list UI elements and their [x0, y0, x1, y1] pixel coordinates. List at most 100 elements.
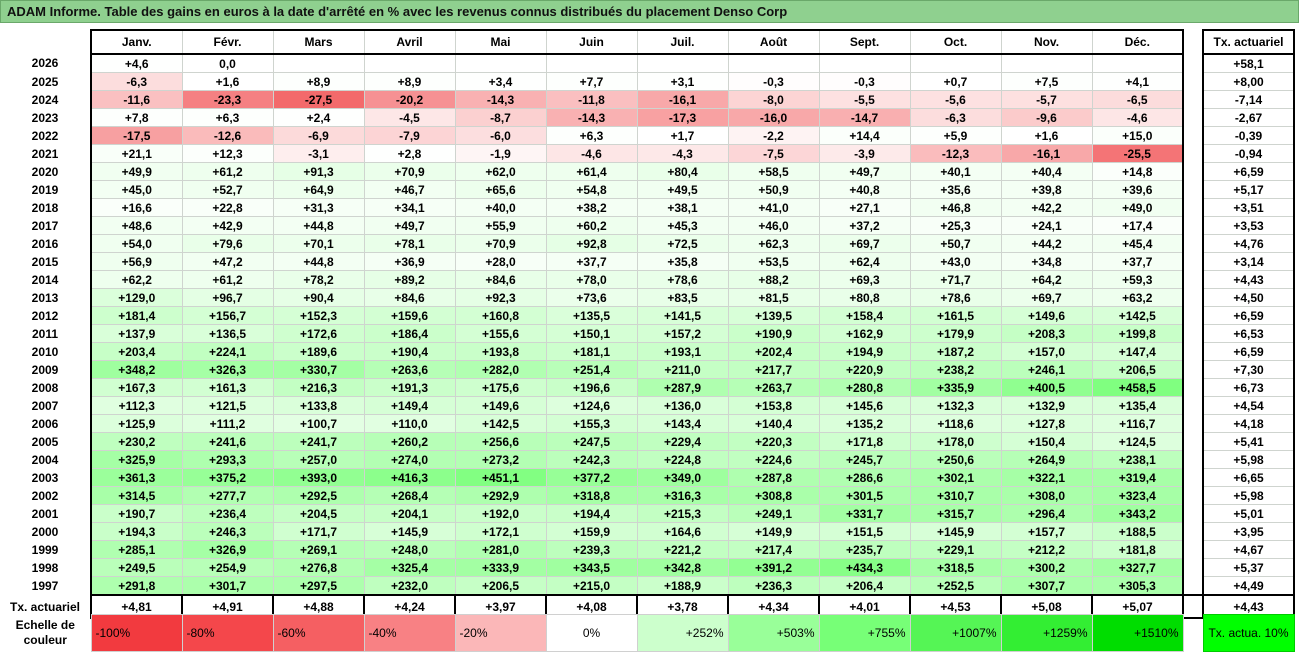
gain-cell: +325,4 [363, 558, 456, 577]
gain-cell: +3,4 [454, 72, 547, 91]
gain-cell: +137,9 [90, 324, 183, 343]
gain-cell: +139,5 [727, 306, 820, 325]
year-label: 2010 [0, 342, 92, 361]
gain-cell: +220,3 [727, 432, 820, 451]
gain-cell: +238,2 [909, 360, 1002, 379]
spacer [1183, 504, 1203, 523]
gain-cell: +40,8 [818, 180, 911, 199]
gain-cell: +264,9 [1000, 450, 1093, 469]
gain-cell: +277,7 [181, 486, 274, 505]
year-row: 2014 +62,2 +61,2 +78,2 +89,2 +84,6 +78,0 +78,6 +… [0, 270, 1295, 289]
gain-cell: +326,3 [181, 360, 274, 379]
gain-cell: +145,9 [363, 522, 456, 541]
gain-cell: +62,3 [727, 234, 820, 253]
gain-cell: +333,9 [454, 558, 547, 577]
gain-cell: +8,9 [272, 72, 365, 91]
gain-cell: +84,6 [454, 270, 547, 289]
gain-cell: -3,1 [272, 144, 365, 163]
actuarial-rate-cell: -0,39 [1202, 126, 1295, 145]
year-label: 2026 [0, 54, 92, 73]
spacer [1183, 468, 1203, 487]
spacer [1183, 450, 1203, 469]
gain-cell: +252,5 [909, 576, 1002, 596]
gain-cell: +37,2 [818, 216, 911, 235]
gain-cell: +293,3 [181, 450, 274, 469]
color-scale-step: -100% [90, 614, 183, 652]
gain-cell: +256,6 [454, 432, 547, 451]
gain-cell: +2,4 [272, 108, 365, 127]
actuarial-rate-cell: +6,59 [1202, 342, 1295, 361]
gain-cell: +41,0 [727, 198, 820, 217]
gain-cell: +88,2 [727, 270, 820, 289]
month-header: Févr. [181, 29, 273, 55]
gain-cell: +34,8 [1000, 252, 1093, 271]
gain-cell: +186,4 [363, 324, 456, 343]
year-row: 2012 +181,4 +156,7 +152,3 +159,6 +160,8 +135,5… [0, 306, 1295, 325]
gain-cell: +37,7 [545, 252, 638, 271]
gain-cell: +78,2 [272, 270, 365, 289]
gain-cell: +69,3 [818, 270, 911, 289]
gain-cell: +54,8 [545, 180, 638, 199]
year-label: 2008 [0, 378, 92, 397]
gain-cell: +250,6 [909, 450, 1002, 469]
gain-cell: -0,3 [727, 72, 820, 91]
gain-cell: +229,4 [636, 432, 729, 451]
gain-cell: +92,8 [545, 234, 638, 253]
spacer [1183, 270, 1203, 289]
gain-cell: +21,1 [90, 144, 183, 163]
gain-cell: +196,6 [545, 378, 638, 397]
spacer [1183, 288, 1203, 307]
gain-cell: +6,3 [545, 126, 638, 145]
gain-cell: +42,2 [1000, 198, 1093, 217]
gain-cell: +150,4 [1000, 432, 1093, 451]
gain-cell: +50,7 [909, 234, 1002, 253]
actuarial-rate-cell: +6,59 [1202, 306, 1295, 325]
actuarial-rate-cell: +4,76 [1202, 234, 1295, 253]
gain-cell: +44,2 [1000, 234, 1093, 253]
gain-cell: +308,8 [727, 486, 820, 505]
gain-cell: +39,6 [1091, 180, 1184, 199]
gain-cell: +43,0 [909, 252, 1002, 271]
spacer [1183, 54, 1203, 73]
gain-cell: +302,1 [909, 468, 1002, 487]
gain-cell: +224,6 [727, 450, 820, 469]
year-row: 2002 +314,5 +277,7 +292,5 +268,4 +292,9 +318,8… [0, 486, 1295, 505]
gain-cell: +155,3 [545, 414, 638, 433]
gain-cell: +53,5 [727, 252, 820, 271]
actuarial-rate-cell: +3,53 [1202, 216, 1295, 235]
gain-cell: +157,7 [1000, 522, 1093, 541]
gain-cell: +70,1 [272, 234, 365, 253]
actuarial-rate-cell: +3,14 [1202, 252, 1295, 271]
month-header: Juil. [636, 29, 728, 55]
gain-cell: +248,0 [363, 540, 456, 559]
gain-cell: +171,8 [818, 432, 911, 451]
gain-cell: +292,5 [272, 486, 365, 505]
gain-cell: +142,5 [454, 414, 547, 433]
actuarial-rate-cell: -2,67 [1202, 108, 1295, 127]
gain-cell: +150,1 [545, 324, 638, 343]
year-label: 2017 [0, 216, 92, 235]
year-label: 2006 [0, 414, 92, 433]
month-header-row: Janv. Févr. Mars Avril Mai Juin Juil. Août Sept.… [0, 29, 1295, 55]
gain-cell: +133,8 [272, 396, 365, 415]
color-scale-step: -40% [363, 614, 456, 652]
gain-cell: +127,8 [1000, 414, 1093, 433]
year-label: 1998 [0, 558, 92, 577]
gain-cell: +35,6 [909, 180, 1002, 199]
gain-cell: +25,3 [909, 216, 1002, 235]
gain-cell: +400,5 [1000, 378, 1093, 397]
gain-cell: +318,5 [909, 558, 1002, 577]
gain-cell: +273,2 [454, 450, 547, 469]
gain-cell: +331,7 [818, 504, 911, 523]
gain-cell: +241,6 [181, 432, 274, 451]
gain-cell: -5,7 [1000, 90, 1093, 109]
spacer [1183, 342, 1203, 361]
gain-cell: +80,4 [636, 162, 729, 181]
gain-cell: +142,5 [1091, 306, 1184, 325]
gain-cell: +38,1 [636, 198, 729, 217]
gain-cell: -0,3 [818, 72, 911, 91]
gain-cell: +45,0 [90, 180, 183, 199]
spacer [1183, 378, 1203, 397]
gain-cell: +84,6 [363, 288, 456, 307]
gain-cell: +78,6 [909, 288, 1002, 307]
